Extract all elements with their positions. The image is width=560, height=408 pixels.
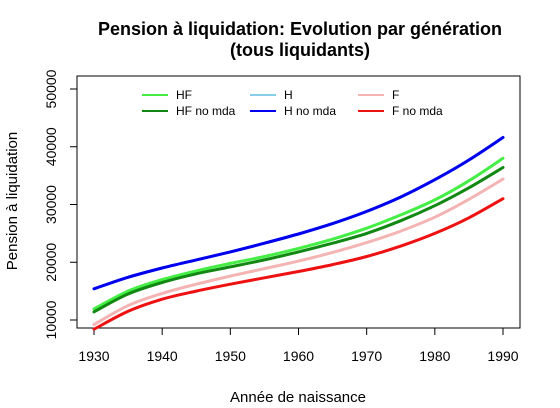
y-axis: 10000 20000 30000 40000 50000 bbox=[43, 69, 78, 339]
chart-title-line-2: (tous liquidants) bbox=[230, 40, 370, 60]
y-tick-label: 40000 bbox=[43, 127, 59, 166]
x-tick-label: 1960 bbox=[283, 348, 314, 364]
legend-label-hf-no-mda: HF no mda bbox=[176, 104, 236, 118]
y-tick-label: 50000 bbox=[43, 69, 59, 108]
x-tick-label: 1950 bbox=[215, 348, 246, 364]
series-line-h-no-mda bbox=[92, 136, 505, 291]
legend-label-h-no-mda: H no mda bbox=[284, 104, 336, 118]
x-axis-label: Année de naissance bbox=[230, 389, 366, 406]
legend-label-f-no-mda: F no mda bbox=[392, 104, 443, 118]
x-axis: 1930 1940 1950 1960 1970 1980 1990 bbox=[78, 327, 519, 364]
chart-title-line-1: Pension à liquidation: Evolution par gén… bbox=[98, 19, 502, 39]
legend-label-hf: HF bbox=[176, 88, 192, 102]
x-tick-label: 1970 bbox=[351, 348, 382, 364]
x-tick-label: 1990 bbox=[487, 348, 518, 364]
legend: HF HF no mda H H no mda F F no mda bbox=[142, 88, 443, 118]
y-tick-label: 30000 bbox=[43, 185, 59, 224]
series-line-hf bbox=[92, 156, 505, 311]
y-tick-label: 20000 bbox=[43, 243, 59, 282]
y-tick-label: 10000 bbox=[43, 300, 59, 339]
legend-label-f: F bbox=[392, 88, 399, 102]
series-line-f bbox=[92, 177, 505, 327]
series-line-f-no-mda bbox=[92, 197, 505, 331]
x-tick-label: 1980 bbox=[419, 348, 450, 364]
x-tick-label: 1930 bbox=[78, 348, 109, 364]
y-axis-label: Pension à liquidation bbox=[4, 132, 21, 270]
series-lines bbox=[92, 136, 505, 331]
x-tick-label: 1940 bbox=[147, 348, 178, 364]
series-line-hf-no-mda bbox=[92, 166, 505, 314]
legend-label-h: H bbox=[284, 88, 293, 102]
